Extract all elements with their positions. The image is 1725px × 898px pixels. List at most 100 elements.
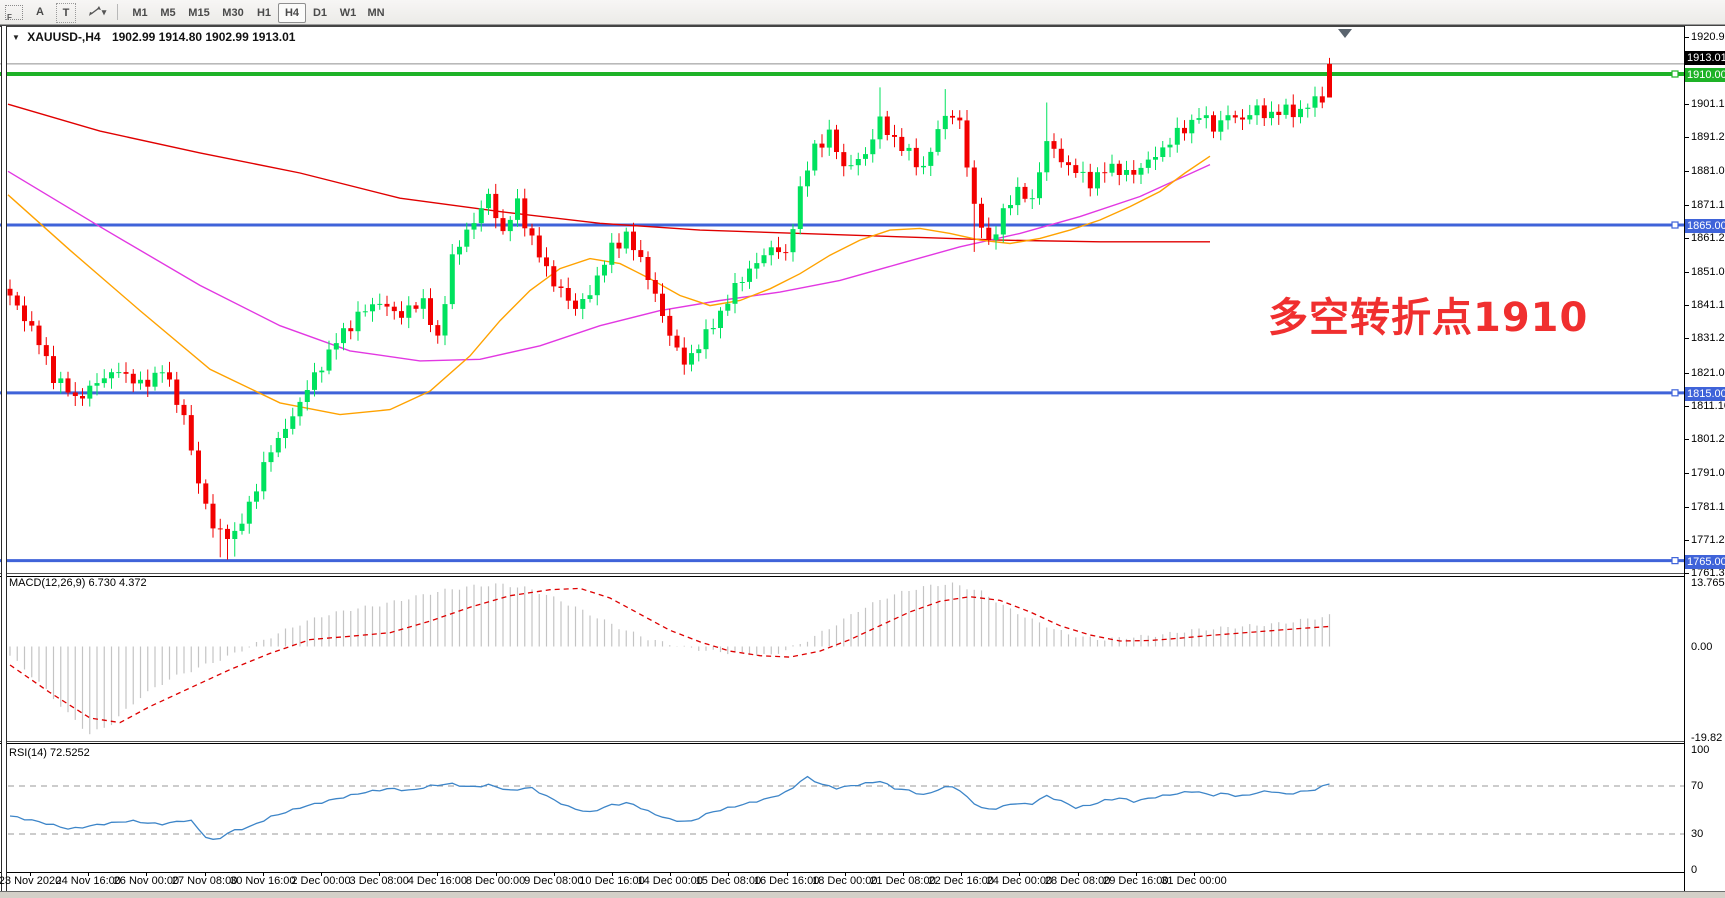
indicator-tick-label: 0.00 [1691, 640, 1713, 653]
price-tick [1685, 137, 1689, 139]
price-tick [1685, 539, 1689, 541]
price-line-badge-1910.00: 1910.00 [1685, 68, 1725, 82]
time-axis-label: 31 Dec 00:00 [1161, 875, 1227, 887]
diagonal-arrows-icon [88, 6, 101, 16]
line-handle[interactable] [1671, 221, 1679, 229]
timeframe-button-d1[interactable]: D1 [312, 7, 328, 19]
candlestick-series [7, 57, 1332, 560]
indicator-tick-label: 0 [1691, 864, 1698, 876]
price-tick [1685, 338, 1689, 340]
time-tick [146, 872, 148, 876]
toolbar-separator [117, 4, 118, 20]
cursor-a-button[interactable]: A [36, 6, 44, 18]
price-tick-label: 1811.10 [1691, 399, 1725, 412]
price-tick-label: 1920.90 [1691, 31, 1725, 44]
chart-title: ▼ XAUUSD-,H4 1902.99 1914.80 1902.99 191… [12, 30, 295, 44]
price-tick-label: 1801.20 [1691, 433, 1725, 446]
timeframe-button-m15[interactable]: M15 [188, 7, 210, 19]
time-tick [612, 872, 613, 876]
price-tick-label: 1841.10 [1691, 299, 1725, 312]
time-tick [1019, 872, 1021, 876]
time-axis-label: 22 Dec 16:00 [928, 875, 994, 887]
chart-canvas[interactable] [0, 26, 1684, 891]
draw-objects-button[interactable]: ▾ [82, 3, 112, 21]
grid-f-icon[interactable]: F [5, 5, 23, 22]
timeframe-button-w1[interactable]: W1 [339, 7, 357, 19]
price-tick-label: 1781.10 [1691, 500, 1725, 513]
time-axis-label: 2 Dec 00:00 [291, 875, 351, 887]
indicator-tick-label: 70 [1691, 780, 1704, 792]
time-tick [321, 872, 322, 876]
indicator-tick-label: -19.82 [1691, 731, 1723, 744]
time-tick [844, 872, 846, 876]
time-tick [1135, 872, 1137, 876]
price-tick-label: 1821.00 [1691, 366, 1725, 379]
time-tick [379, 872, 381, 876]
ohlc-values: 1902.99 1914.80 1902.99 1913.01 [111, 30, 296, 44]
rsi-indicator-label: RSI(14) 72.5252 [9, 747, 90, 759]
indicator-tick-label: 100 [1691, 744, 1710, 756]
time-axis-label: 24 Nov 16:00 [55, 875, 121, 887]
price-tick [1685, 237, 1689, 239]
price-line-badge-1765.00: 1765.00 [1685, 554, 1725, 569]
window-bottom-strip [0, 891, 1725, 898]
rsi-line [9, 775, 1330, 840]
chart-window: ▼ XAUUSD-,H4 1902.99 1914.80 1902.99 191… [0, 25, 1725, 898]
line-handle[interactable] [1671, 70, 1679, 78]
ma-medium-magenta [7, 163, 1211, 362]
time-axis-label: 3 Dec 08:00 [349, 875, 409, 887]
time-tick [1194, 872, 1195, 876]
time-axis-label: 8 Dec 00:00 [465, 875, 526, 887]
price-tick [1685, 573, 1689, 575]
timeframe-button-h1[interactable]: H1 [256, 7, 272, 19]
timeframe-button-m30[interactable]: M30 [222, 7, 244, 19]
price-tick [1685, 305, 1689, 307]
time-tick [786, 872, 788, 876]
price-tick [1685, 405, 1689, 407]
price-tick-label: 1891.20 [1691, 131, 1725, 144]
chevron-down-icon: ▼ [12, 33, 20, 42]
symbol-name: XAUUSD-,H4 [27, 30, 101, 44]
time-tick [437, 872, 439, 876]
price-tick [1685, 272, 1689, 273]
indicator-tick-label: 13.765 [1691, 576, 1725, 589]
price-tick-label: 1871.10 [1691, 198, 1725, 211]
price-tick-label: 1881.00 [1691, 165, 1725, 178]
time-axis-label: 15 Dec 08:00 [695, 875, 762, 887]
price-tick-label: 1761.30 [1691, 567, 1725, 580]
time-tick [961, 872, 963, 876]
time-axis-label: 9 Dec 08:00 [524, 875, 584, 887]
macd-signal-line [9, 587, 1333, 724]
time-axis-label: 29 Dec 16:00 [1103, 875, 1169, 887]
timeframe-button-m5[interactable]: M5 [160, 7, 176, 19]
time-tick [262, 872, 264, 876]
ma-fast-orange [7, 155, 1211, 416]
price-tick [1685, 439, 1689, 441]
price-tick-label: 1901.10 [1691, 97, 1725, 110]
time-axis-label: 27 Nov 08:00 [171, 875, 238, 887]
ma-slow-red [7, 103, 1210, 243]
price-tick [1685, 372, 1689, 374]
price-tick [1685, 171, 1689, 173]
line-handle[interactable] [1671, 557, 1679, 565]
time-axis-label: 16 Dec 16:00 [753, 875, 820, 887]
window-left-edge [1, 26, 7, 891]
timeframe-button-h4[interactable]: H4 [278, 3, 306, 23]
chart-shift-marker-icon[interactable] [1338, 29, 1352, 38]
price-line-badge-1815.00: 1815.00 [1685, 386, 1725, 401]
time-tick [495, 872, 497, 876]
time-axis-label: 26 Nov 00:00 [113, 875, 180, 887]
price-tick [1685, 473, 1689, 475]
price-tick-label: 1851.00 [1691, 266, 1725, 278]
timeframe-button-m1[interactable]: M1 [132, 7, 148, 19]
time-tick [670, 872, 672, 876]
timeframe-button-mn[interactable]: MN [367, 7, 385, 19]
line-handle[interactable] [1671, 389, 1679, 397]
time-tick [553, 872, 555, 876]
time-axis-label: 24 Dec 00:00 [986, 875, 1053, 887]
dropdown-caret-icon: ▾ [101, 7, 107, 17]
price-axis-border [1684, 26, 1685, 891]
text-t-button[interactable]: T [56, 3, 76, 23]
indicator-tick-label: 30 [1691, 828, 1704, 840]
time-axis-label: 23 Nov 2020 [0, 875, 62, 887]
